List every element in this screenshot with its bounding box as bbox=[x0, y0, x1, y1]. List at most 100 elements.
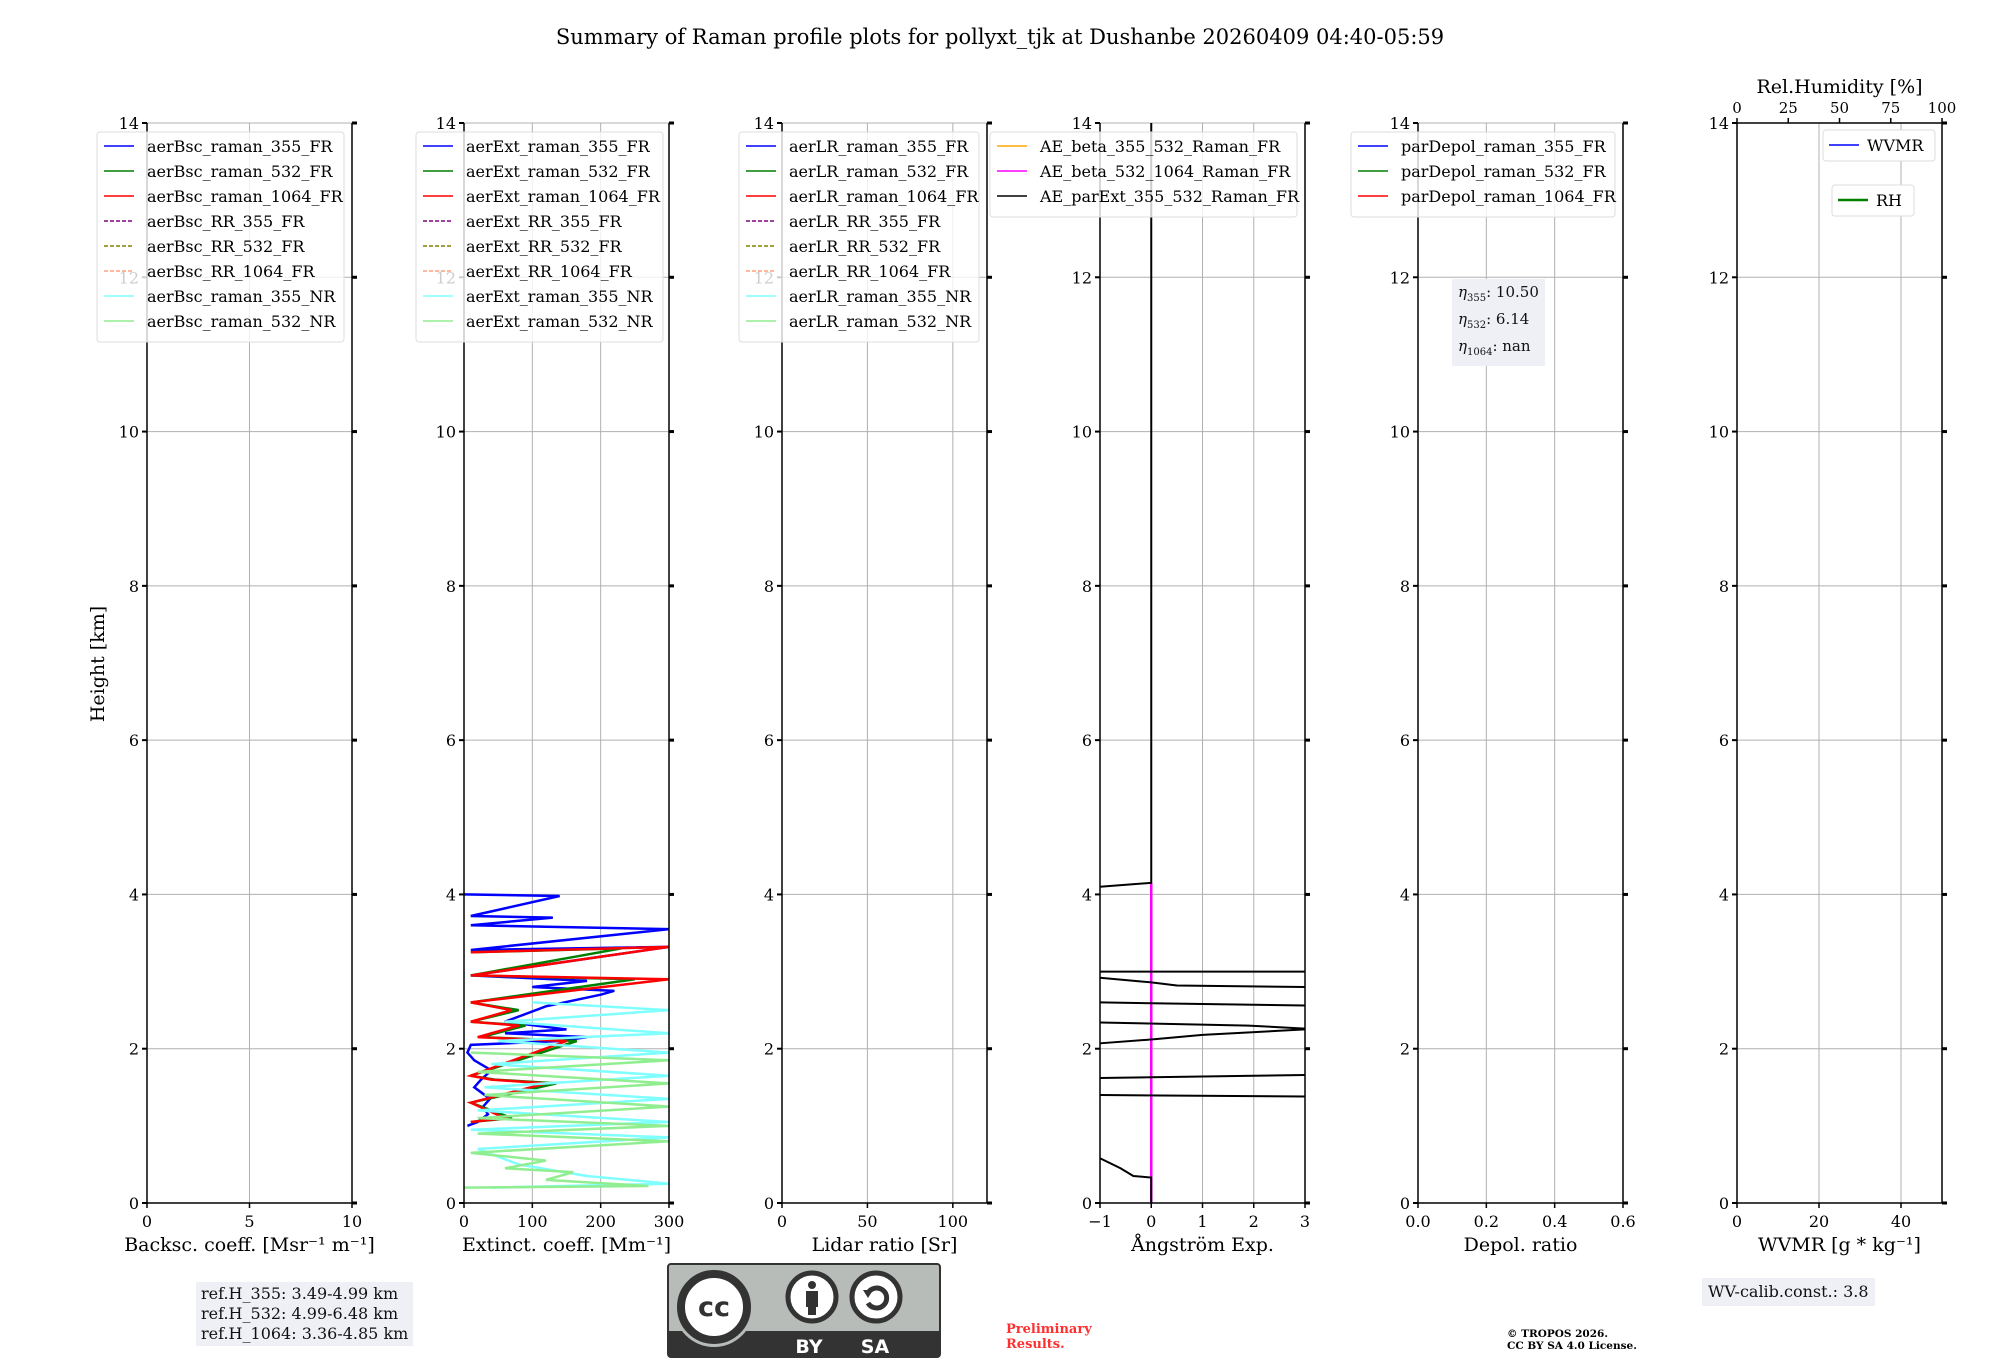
x-tick-label: 3 bbox=[1300, 1212, 1310, 1231]
copyright-line: CC BY SA 4.0 License. bbox=[1507, 1340, 1637, 1352]
x-tick-label: 0.0 bbox=[1405, 1212, 1430, 1231]
legend-label: aerBsc_RR_355_FR bbox=[147, 212, 305, 231]
y-tick-label: 10 bbox=[1390, 423, 1410, 442]
figure-title: Summary of Raman profile plots for polly… bbox=[556, 25, 1444, 49]
legend-label: aerLR_raman_532_FR bbox=[789, 162, 969, 181]
legend-label: aerBsc_raman_532_NR bbox=[147, 312, 336, 331]
x-tick-label: 0 bbox=[1732, 1212, 1742, 1231]
legend-box bbox=[96, 131, 345, 343]
legend-label: aerBsc_raman_1064_FR bbox=[147, 187, 344, 206]
legend-label: aerBsc_RR_1064_FR bbox=[147, 262, 316, 281]
legend-label: aerBsc_raman_355_NR bbox=[147, 287, 336, 306]
y-tick-label: 8 bbox=[129, 577, 139, 596]
x-tick-label: 0 bbox=[142, 1212, 152, 1231]
x-tick-label: 0 bbox=[459, 1212, 469, 1231]
y-axis-label: Height [km] bbox=[87, 606, 109, 722]
y-tick-label: 2 bbox=[446, 1040, 456, 1059]
series-line-aerExt_raman_532_NR bbox=[463, 1051, 670, 1189]
legend-label: aerExt_raman_532_FR bbox=[466, 162, 651, 181]
legend-label: AE_beta_532_1064_Raman_FR bbox=[1039, 162, 1291, 181]
legend-label: aerExt_RR_532_FR bbox=[466, 237, 623, 256]
series-line-AE_parExt_355_532_Raman_FR bbox=[1099, 123, 1153, 888]
x-axis-label: Extinct. coeff. [Mm⁻¹] bbox=[462, 1234, 671, 1256]
y-tick-label: 6 bbox=[764, 731, 774, 750]
y-tick-label: 4 bbox=[1719, 885, 1729, 904]
eta-value: : 10.50 bbox=[1486, 283, 1539, 301]
x-tick-label: 0.2 bbox=[1474, 1212, 1499, 1231]
y-tick-label: 4 bbox=[129, 885, 139, 904]
legend-label: aerLR_RR_1064_FR bbox=[789, 262, 951, 281]
y-tick-label: 4 bbox=[764, 885, 774, 904]
eta-355: η355: 10.50 bbox=[1458, 283, 1539, 304]
x-axis-label: WVMR [g * kg⁻¹] bbox=[1758, 1234, 1921, 1256]
x-tick-label: 5 bbox=[244, 1212, 254, 1231]
eta-532: η532: 6.14 bbox=[1458, 310, 1530, 331]
data-lines bbox=[463, 893, 670, 1189]
y-tick-label: 2 bbox=[1719, 1040, 1729, 1059]
top-tick-label: 0 bbox=[1732, 99, 1742, 117]
y-tick-label: 6 bbox=[1400, 731, 1410, 750]
preliminary-line: Results. bbox=[1006, 1337, 1065, 1352]
x-tick-label: 100 bbox=[938, 1212, 969, 1231]
reference-height-box: ref.H_355: 3.49-4.99 km ref.H_532: 4.99-… bbox=[196, 1282, 414, 1346]
x-tick-label: 0.4 bbox=[1542, 1212, 1567, 1231]
by-text: BY bbox=[795, 1336, 822, 1358]
y-tick-label: 2 bbox=[129, 1040, 139, 1059]
legend-label: parDepol_raman_532_FR bbox=[1401, 162, 1607, 181]
copyright-line: © TROPOS 2026. bbox=[1507, 1328, 1609, 1340]
top-tick-label: 25 bbox=[1779, 99, 1798, 117]
panel-ext: 024681012140100200300Extinct. coeff. [Mm… bbox=[415, 114, 685, 1256]
x-tick-label: 10 bbox=[342, 1212, 362, 1231]
legend-label: aerExt_raman_355_FR bbox=[466, 137, 651, 156]
preliminary-line: Preliminary bbox=[1006, 1322, 1092, 1337]
y-tick-label: 12 bbox=[1072, 268, 1092, 287]
x-tick-label: −1 bbox=[1088, 1212, 1112, 1231]
legend-label: aerExt_RR_355_FR bbox=[466, 212, 623, 231]
y-tick-label: 14 bbox=[1709, 114, 1729, 133]
ref-height-532: ref.H_532: 4.99-6.48 km bbox=[201, 1304, 399, 1323]
legend-label: RH bbox=[1876, 191, 1902, 210]
top-axis-label: Rel.Humidity [%] bbox=[1756, 76, 1922, 98]
x-tick-label: 300 bbox=[654, 1212, 685, 1231]
series-line-AE_parExt_355_532_Raman_FR bbox=[1099, 976, 1306, 988]
legend-label: aerLR_raman_1064_FR bbox=[789, 187, 979, 206]
y-tick-label: 0 bbox=[1719, 1194, 1729, 1213]
y-tick-label: 10 bbox=[436, 423, 456, 442]
legend-box bbox=[415, 131, 664, 343]
legend-box bbox=[738, 131, 980, 343]
x-axis-label: Depol. ratio bbox=[1464, 1234, 1578, 1256]
legend-label: parDepol_raman_355_FR bbox=[1401, 137, 1607, 156]
y-tick-label: 2 bbox=[1400, 1040, 1410, 1059]
legend-label: aerLR_raman_355_NR bbox=[789, 287, 972, 306]
y-tick-label: 8 bbox=[446, 577, 456, 596]
ref-height-355: ref.H_355: 3.49-4.99 km bbox=[201, 1284, 399, 1303]
ref-height-1064: ref.H_1064: 3.36-4.85 km bbox=[201, 1324, 409, 1343]
series-line-AE_parExt_355_532_Raman_FR bbox=[1099, 1094, 1306, 1098]
y-tick-label: 8 bbox=[764, 577, 774, 596]
y-tick-label: 0 bbox=[446, 1194, 456, 1213]
data-lines bbox=[1099, 123, 1306, 1203]
preliminary-note: Preliminary Results. bbox=[1006, 1322, 1092, 1352]
legend-box bbox=[989, 131, 1298, 218]
y-tick-label: 10 bbox=[754, 423, 774, 442]
panel-lr: 02468101214050100Lidar ratio [Sr]aerLR_r… bbox=[738, 114, 992, 1256]
y-tick-label: 4 bbox=[1082, 885, 1092, 904]
x-tick-label: 0 bbox=[1146, 1212, 1156, 1231]
share-alike-icon bbox=[849, 1270, 903, 1324]
x-tick-label: 2 bbox=[1249, 1212, 1259, 1231]
y-tick-label: 14 bbox=[119, 114, 139, 133]
y-tick-label: 0 bbox=[1082, 1194, 1092, 1213]
legend-box bbox=[1350, 131, 1616, 218]
cc-text: cc bbox=[698, 1292, 730, 1323]
y-tick-label: 2 bbox=[764, 1040, 774, 1059]
legend-label: parDepol_raman_1064_FR bbox=[1401, 187, 1617, 206]
eta-sub: 532 bbox=[1467, 320, 1487, 331]
y-tick-label: 2 bbox=[1082, 1040, 1092, 1059]
y-tick-label: 14 bbox=[436, 114, 456, 133]
sa-text: SA bbox=[861, 1336, 890, 1358]
y-tick-label: 0 bbox=[764, 1194, 774, 1213]
x-tick-label: 200 bbox=[585, 1212, 616, 1231]
x-tick-label: 40 bbox=[1891, 1212, 1911, 1231]
